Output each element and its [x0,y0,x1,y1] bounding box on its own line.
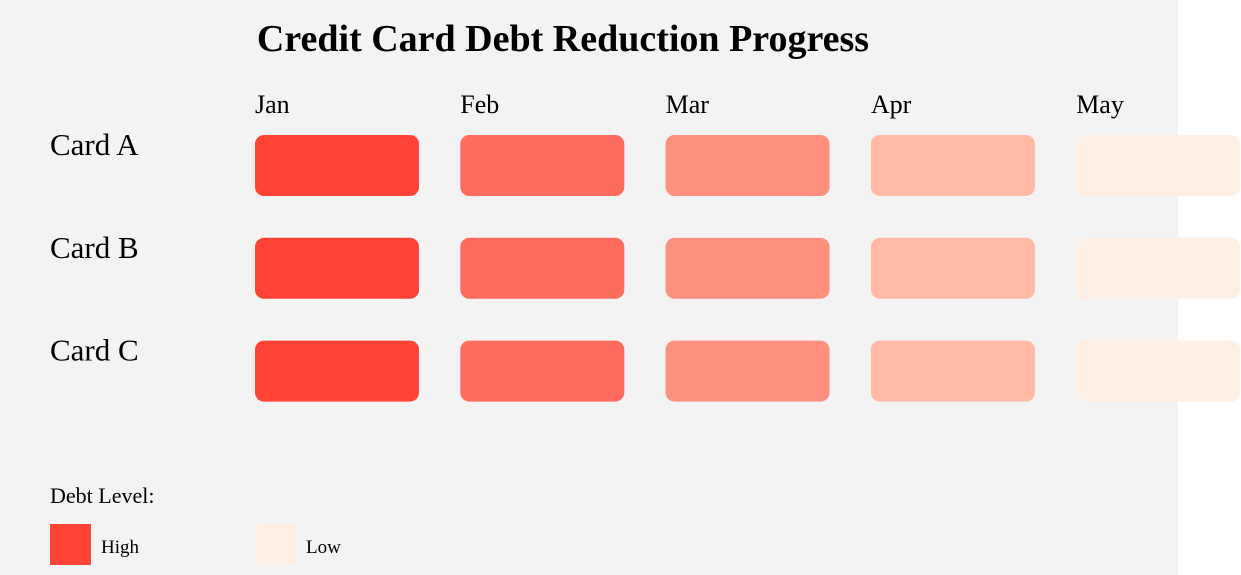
heatmap-cell-card-a-mar [665,135,830,196]
heatmap-cell-card-b-jan [255,237,419,299]
legend-label-high: High [101,537,139,558]
column-label-feb: Feb [460,90,499,119]
heatmap-cell-card-c-jan [255,340,419,402]
column-label-apr: Apr [871,90,912,119]
column-label-jan: Jan [255,90,290,119]
legend-label-low: Low [306,537,341,558]
legend-title: Debt Level: [50,483,155,508]
column-label-mar: Mar [666,90,710,119]
row-label-card-c: Card C [50,333,139,368]
heatmap-cell-card-a-feb [460,135,625,196]
heatmap-cell-card-b-may [1076,237,1241,299]
heatmap-cell-card-a-jan [255,135,419,196]
chart-title: Credit Card Debt Reduction Progress [256,18,870,60]
heatmap-cell-card-c-mar [665,340,830,402]
row-label-card-b: Card B [50,230,139,265]
heatmap-cell-card-c-apr [870,340,1035,402]
heatmap-cell-card-c-may [1076,340,1241,402]
legend-swatch-high [50,524,91,565]
heatmap-cell-card-b-apr [870,237,1035,299]
heatmap-cell-card-c-feb [460,340,625,402]
heatmap-cell-card-a-may [1076,135,1241,196]
row-label-card-a: Card A [50,127,139,162]
column-label-may: May [1076,90,1124,119]
heatmap-cell-card-a-apr [870,135,1035,196]
heatmap-cell-card-b-mar [665,237,830,299]
heatmap-cell-card-b-feb [460,237,625,299]
legend-swatch-low [255,524,296,565]
